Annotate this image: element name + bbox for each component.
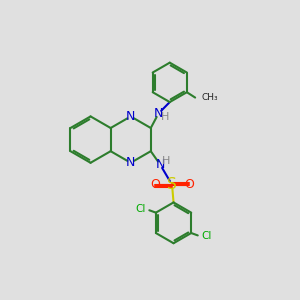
Text: N: N bbox=[126, 156, 135, 169]
Text: N: N bbox=[155, 158, 165, 171]
Text: S: S bbox=[167, 177, 177, 192]
Text: N: N bbox=[126, 110, 135, 123]
Text: Cl: Cl bbox=[201, 231, 212, 241]
Text: O: O bbox=[150, 178, 160, 191]
Text: CH₃: CH₃ bbox=[201, 93, 218, 102]
Text: N: N bbox=[154, 107, 163, 120]
Text: O: O bbox=[184, 178, 194, 191]
Text: H: H bbox=[161, 112, 169, 122]
Text: H: H bbox=[162, 156, 171, 166]
Text: Cl: Cl bbox=[135, 204, 146, 214]
